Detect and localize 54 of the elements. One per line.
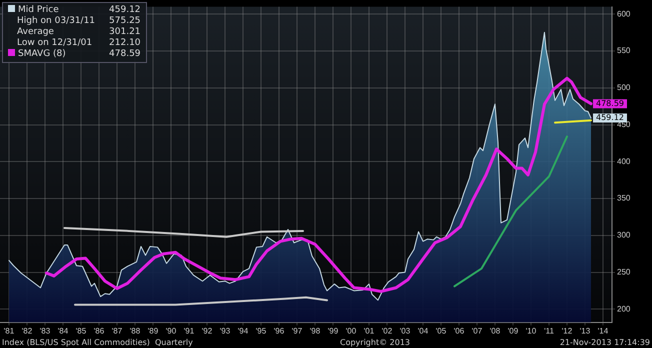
x-tick-label: '12 (562, 326, 573, 336)
x-tick-label: '00 (346, 326, 357, 336)
text: 459.12 (109, 5, 141, 15)
legend-label: Mid Price (17, 5, 59, 16)
x-tick-label: '98 (310, 326, 321, 336)
x-tick-label: '88 (130, 326, 141, 336)
y-tick-label: 600 (617, 9, 631, 18)
x-tick-label: '87 (112, 326, 123, 336)
x-tick-label: '93 (220, 326, 231, 336)
x-tick-label: '08 (490, 326, 501, 336)
text: Copyright© 2013 (340, 337, 410, 348)
x-tick-label: '90 (166, 326, 177, 336)
y-tick-label: 550 (617, 46, 631, 56)
x-tick-label: '86 (94, 326, 105, 336)
text: Index (BLS/US Spot All Commodities) Quarterly (2, 337, 193, 348)
x-tick-label: '91 (184, 326, 195, 336)
x-tick-label: '96 (274, 326, 285, 336)
x-tick-label: '89 (148, 326, 159, 336)
text: 478.59 (109, 49, 141, 59)
x-tick-label: '13 (580, 326, 591, 336)
x-tick-label: '04 (418, 326, 429, 336)
text: 21-Nov-2013 17:14:39 (560, 337, 650, 348)
data-label: 478.59 (596, 98, 624, 108)
x-tick-label: '05 (436, 326, 447, 336)
y-tick-label: 400 (617, 156, 631, 166)
x-tick-label: '01 (364, 326, 375, 336)
x-tick-label: '97 (292, 326, 303, 336)
x-tick-label: '99 (328, 326, 339, 336)
x-tick-label: '84 (58, 326, 69, 336)
x-tick-label: '14 (598, 326, 609, 336)
x-tick-label: '03 (400, 326, 411, 336)
x-tick-label: '06 (454, 326, 465, 336)
x-tick-label: '82 (22, 326, 33, 336)
y-tick-label: 300 (617, 230, 631, 240)
legend-label: SMAVG (8) (17, 49, 66, 60)
x-tick-label: '95 (256, 326, 267, 336)
x-tick-label: '81 (4, 326, 15, 336)
y-tick-label: 350 (617, 194, 631, 203)
text: High on 03/31/11 575.25 (17, 16, 141, 26)
x-tick-label: '10 (526, 326, 537, 336)
data-label: 459.12 (596, 113, 624, 122)
x-tick-label: '85 (76, 326, 87, 336)
x-tick-label: '11 (544, 326, 554, 336)
text: Average 301.21 (17, 27, 141, 37)
x-tick-label: '09 (508, 326, 519, 336)
x-tick-label: '07 (472, 326, 483, 336)
y-tick-label: 250 (617, 267, 631, 276)
text: Low on 12/31/01 212.10 (17, 38, 141, 48)
x-tick-label: '92 (202, 326, 213, 336)
x-tick-label: '83 (40, 326, 51, 336)
y-tick-label: 200 (617, 304, 631, 314)
y-tick-label: 500 (617, 83, 631, 92)
x-tick-label: '94 (238, 326, 249, 336)
x-tick-label: '02 (382, 326, 393, 336)
